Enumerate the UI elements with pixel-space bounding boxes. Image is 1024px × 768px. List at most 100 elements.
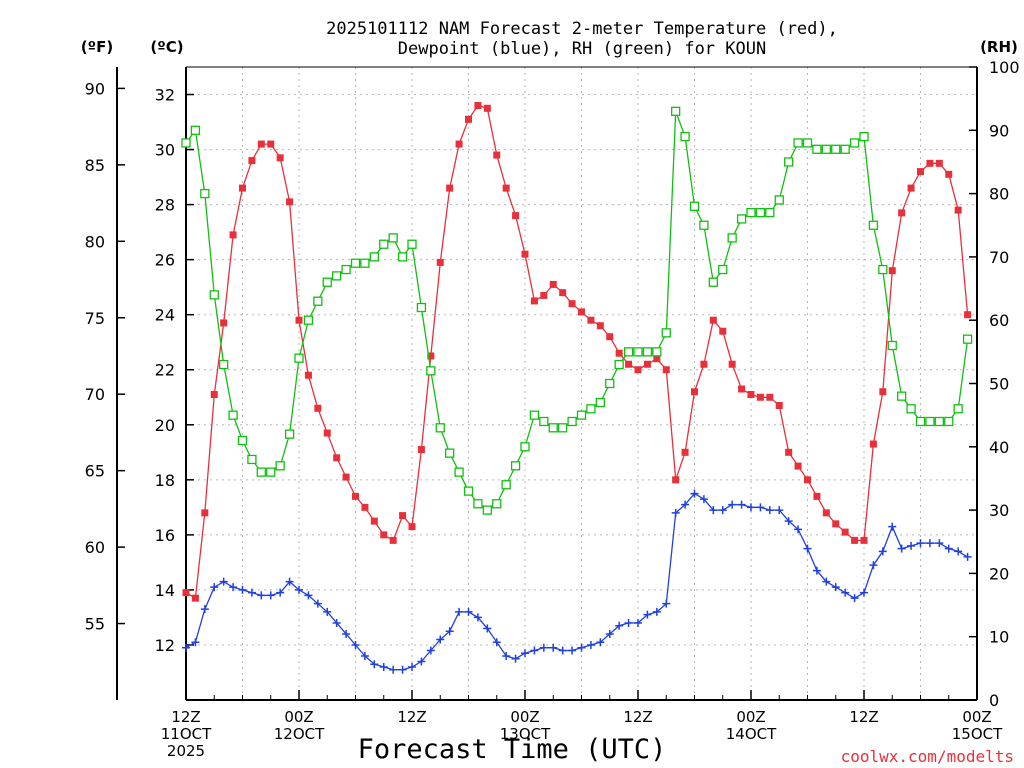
x-tick-label: 13OCT xyxy=(500,725,551,743)
dewpoint-point xyxy=(878,547,887,556)
dewpoint-series xyxy=(182,489,972,674)
dewpoint-point xyxy=(605,629,614,638)
temperature-point xyxy=(323,429,331,437)
temperature-point xyxy=(804,476,811,484)
dewpoint-point xyxy=(963,552,972,561)
rh-point xyxy=(840,144,850,154)
celsius-tick-label: 30 xyxy=(155,141,175,160)
rh-point xyxy=(821,144,831,154)
rh-point xyxy=(736,214,747,224)
celsius-tick-label: 20 xyxy=(155,416,175,435)
dewpoint-point xyxy=(925,539,934,548)
dewpoint-point xyxy=(954,547,963,556)
rh-tick-label: 50 xyxy=(989,375,1009,394)
dewpoint-point xyxy=(699,495,708,504)
rh-point xyxy=(962,334,973,344)
rh-point xyxy=(746,207,756,218)
dewpoint-point xyxy=(483,624,492,633)
rh-series xyxy=(181,106,973,515)
temperature-point xyxy=(662,366,670,374)
x-tick-label: 15OCT xyxy=(952,725,1003,743)
rh-point xyxy=(944,416,954,427)
grid-lines xyxy=(186,67,977,700)
temperature-point xyxy=(766,393,774,401)
x-tick-label: 00Z xyxy=(510,708,539,726)
x-tick-label: 12Z xyxy=(397,708,426,726)
rh-point xyxy=(897,391,907,401)
temperature-point xyxy=(201,509,209,517)
temperature-point xyxy=(813,492,821,500)
dewpoint-point xyxy=(549,643,558,652)
dewpoint-point xyxy=(916,539,925,548)
tick-labels: 12 14 16 18 20 22 24 26 28 30 32 55 60 65 70 75 80 85 90 0 1… xyxy=(85,58,1020,760)
temperature-point xyxy=(483,104,491,112)
temperature-point xyxy=(681,448,689,456)
dewpoint-point xyxy=(850,594,859,603)
dewpoint-point xyxy=(615,621,624,630)
temperature-point xyxy=(879,388,887,396)
dewpoint-point xyxy=(652,607,661,616)
rh-point xyxy=(699,220,709,230)
temperature-point xyxy=(841,528,849,536)
dewpoint-point xyxy=(577,643,586,652)
rh-tick-label: 10 xyxy=(989,628,1009,647)
dewpoint-point xyxy=(671,508,680,517)
temperature-point xyxy=(954,206,962,214)
rh-tick-label: 20 xyxy=(989,564,1009,583)
rh-point xyxy=(313,296,323,306)
dewpoint-point xyxy=(455,607,464,616)
dewpoint-point xyxy=(756,503,765,512)
rh-point xyxy=(416,302,427,313)
dewpoint-point xyxy=(295,585,303,594)
rh-point xyxy=(934,416,944,427)
x-tick-label: 12Z xyxy=(623,708,652,726)
dewpoint-point xyxy=(370,660,379,669)
rh-point xyxy=(529,410,540,420)
rh-point xyxy=(689,201,700,211)
dewpoint-point xyxy=(257,591,266,600)
temperature-point xyxy=(455,140,463,148)
rh-point xyxy=(708,277,718,287)
dewpoint-point xyxy=(539,643,548,652)
rh-point xyxy=(793,138,803,148)
temperature-point xyxy=(267,140,275,148)
rh-point xyxy=(906,404,916,414)
dewpoint-point xyxy=(502,651,511,660)
rh-point xyxy=(642,347,653,357)
dewpoint-point xyxy=(342,629,351,638)
rh-point xyxy=(652,347,662,357)
rh-point xyxy=(492,499,502,509)
x-tick-label: 2025 xyxy=(167,742,205,760)
dewpoint-point xyxy=(765,506,774,515)
dewpoint-point xyxy=(360,651,369,660)
temperature-point xyxy=(794,462,802,470)
rh-line xyxy=(185,111,969,511)
rh-point xyxy=(802,138,813,148)
chart-title-line1: 2025101112 NAM Forecast 2-meter Temperat… xyxy=(326,19,838,39)
dewpoint-point xyxy=(351,640,360,649)
dewpoint-point xyxy=(266,591,275,600)
celsius-tick-label: 12 xyxy=(155,636,175,655)
x-tick-label: 12OCT xyxy=(274,725,325,743)
temperature-point xyxy=(964,311,972,319)
rh-point xyxy=(435,423,445,433)
temperature-point xyxy=(540,291,548,299)
rh-point xyxy=(219,359,229,370)
celsius-tick-label: 24 xyxy=(155,306,175,325)
rh-tick-label: 30 xyxy=(989,501,1009,520)
dewpoint-point xyxy=(332,618,341,627)
rh-point xyxy=(576,410,587,420)
temperature-point xyxy=(417,446,425,454)
dewpoint-point xyxy=(304,591,313,600)
dewpoint-point xyxy=(492,638,501,647)
dewpoint-point xyxy=(229,583,238,592)
fahrenheit-tick-label: 80 xyxy=(85,232,105,251)
temperature-point xyxy=(700,360,708,368)
fahrenheit-tick-label: 70 xyxy=(85,385,105,404)
dewpoint-point xyxy=(812,566,821,575)
temperature-point xyxy=(295,316,303,324)
temperature-point xyxy=(625,360,633,368)
dewpoint-point xyxy=(276,588,285,597)
temperature-point xyxy=(286,198,294,206)
temperature-point xyxy=(568,300,576,308)
